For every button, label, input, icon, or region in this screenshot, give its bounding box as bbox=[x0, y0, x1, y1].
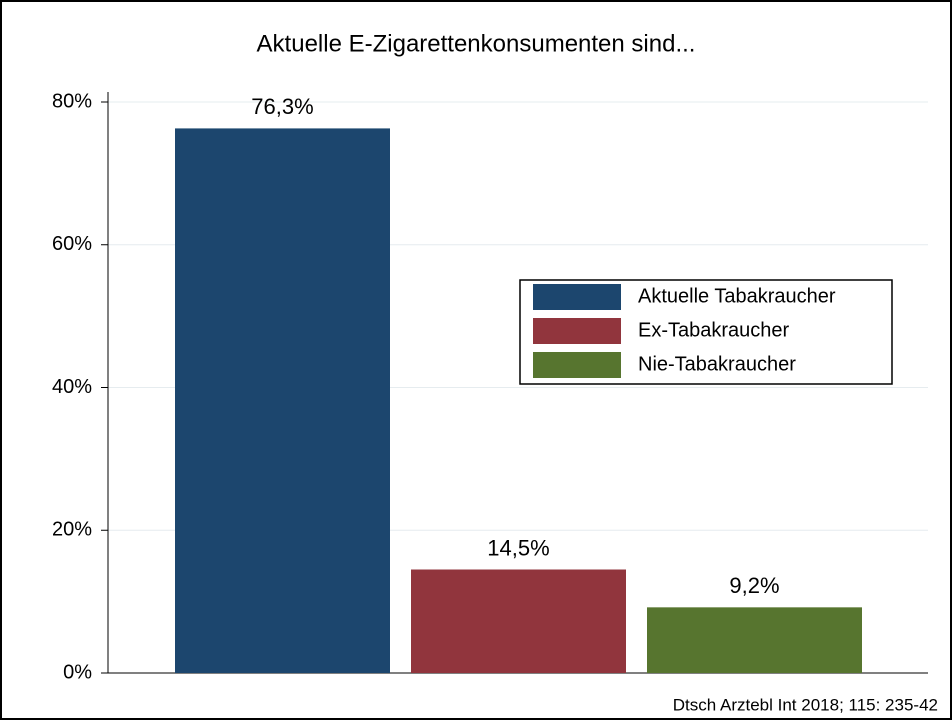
value-label: 14,5% bbox=[487, 535, 549, 560]
value-label: 9,2% bbox=[729, 573, 779, 598]
chart-title: Aktuelle E-Zigarettenkonsumenten sind... bbox=[257, 30, 696, 57]
legend-swatch bbox=[533, 284, 621, 310]
value-label: 76,3% bbox=[251, 94, 313, 119]
legend-swatch bbox=[533, 318, 621, 344]
bar bbox=[411, 569, 626, 673]
legend-swatch bbox=[533, 352, 621, 378]
y-tick-label: 80% bbox=[52, 90, 92, 112]
y-tick-label: 40% bbox=[52, 376, 92, 398]
legend-label: Aktuelle Tabakraucher bbox=[638, 285, 836, 307]
source: Dtsch Arztebl Int 2018; 115: 235-42 bbox=[673, 695, 938, 714]
legend-label: Nie-Tabakraucher bbox=[638, 353, 796, 375]
bar bbox=[647, 607, 862, 673]
y-tick-label: 60% bbox=[52, 233, 92, 255]
y-tick-label: 0% bbox=[63, 661, 92, 683]
y-tick-label: 20% bbox=[52, 519, 92, 541]
legend-label: Ex-Tabakraucher bbox=[638, 319, 790, 341]
bar bbox=[175, 128, 390, 673]
